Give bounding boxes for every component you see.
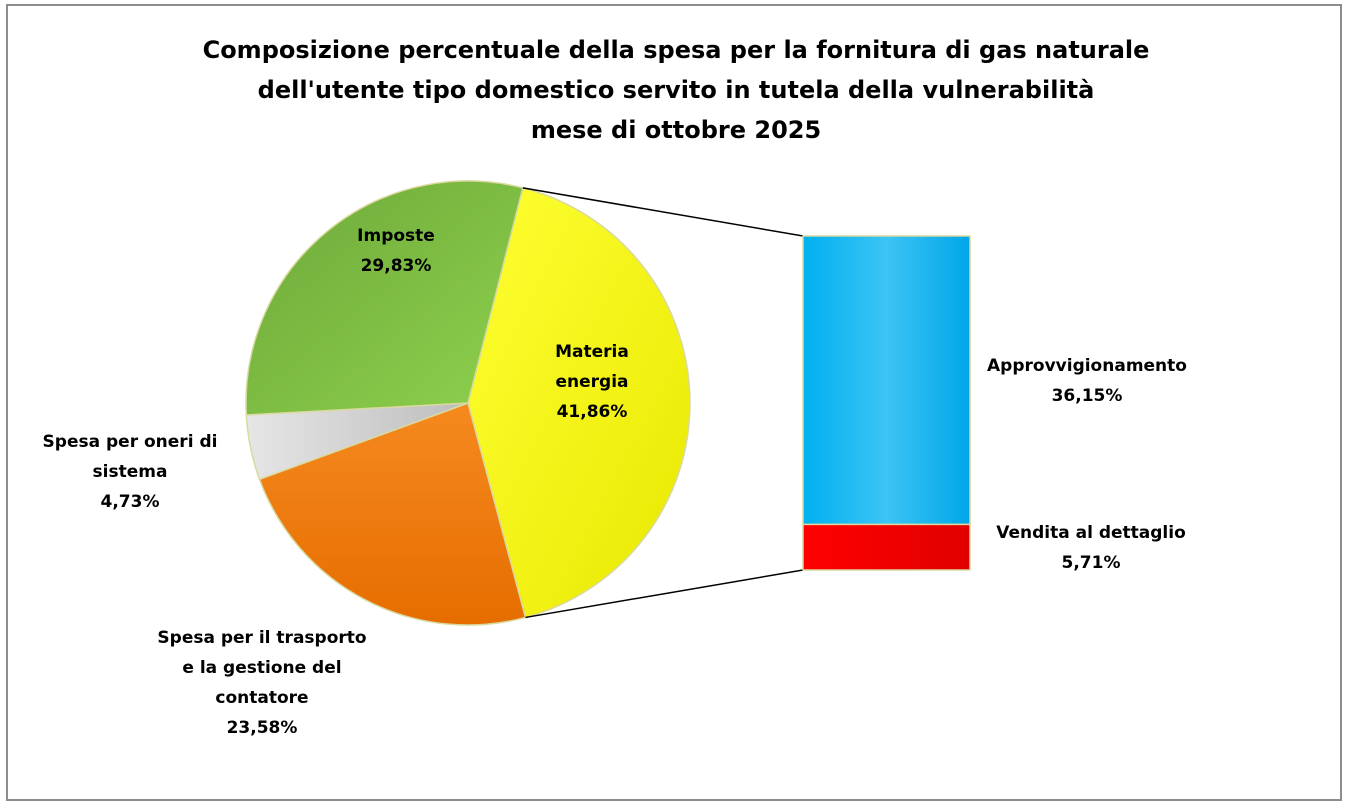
label-materia-energia: Materia energia 41,86% bbox=[555, 342, 629, 422]
label-trasporto-line: e la gestione del bbox=[182, 658, 341, 678]
label-trasporto: Spesa per il trasporto e la gestione del c… bbox=[157, 628, 366, 738]
label-vendita-dettaglio-value: 5,71% bbox=[1062, 553, 1121, 573]
chart-title: Composizione percentuale della spesa per… bbox=[0, 30, 1352, 150]
title-line-1: Composizione percentuale della spesa per… bbox=[202, 36, 1150, 64]
connector-lines bbox=[522, 187, 804, 619]
label-approvvigionamento: Approvvigionamento 36,15% bbox=[987, 356, 1187, 406]
title-line-2: dell'utente tipo domestico servito in tu… bbox=[257, 76, 1095, 104]
label-oneri-sistema-line: sistema bbox=[93, 462, 168, 482]
slice-trasporto bbox=[258, 402, 527, 626]
connector-line-bottom bbox=[525, 569, 804, 619]
data-labels: Materia energia 41,86% Spesa per il traspor… bbox=[43, 226, 1187, 738]
label-oneri-sistema-value: 4,73% bbox=[101, 492, 160, 512]
pie bbox=[245, 180, 691, 626]
bar-segment-vendita-dettaglio bbox=[802, 523, 971, 571]
label-imposte: Imposte 29,83% bbox=[357, 226, 435, 276]
label-materia-energia-value: 41,86% bbox=[557, 402, 628, 422]
label-oneri-sistema: Spesa per oneri di sistema 4,73% bbox=[43, 432, 218, 512]
label-vendita-dettaglio-line: Vendita al dettaglio bbox=[996, 523, 1186, 543]
label-imposte-value: 29,83% bbox=[361, 256, 432, 276]
label-trasporto-line: Spesa per il trasporto bbox=[157, 628, 366, 648]
label-oneri-sistema-line: Spesa per oneri di bbox=[43, 432, 218, 452]
connector-line-top bbox=[522, 187, 804, 237]
title-line-3: mese di ottobre 2025 bbox=[530, 116, 822, 144]
label-trasporto-line: contatore bbox=[215, 688, 308, 708]
breakdown-bar bbox=[802, 235, 971, 571]
label-materia-energia-line: energia bbox=[555, 372, 628, 392]
bar-segment-approvvigionamento bbox=[802, 235, 971, 526]
slice-materia-energia bbox=[467, 186, 691, 619]
label-imposte-line: Imposte bbox=[357, 226, 435, 246]
label-materia-energia-line: Materia bbox=[555, 342, 629, 362]
label-vendita-dettaglio: Vendita al dettaglio 5,71% bbox=[996, 523, 1186, 573]
label-approvvigionamento-line: Approvvigionamento bbox=[987, 356, 1187, 376]
label-approvvigionamento-value: 36,15% bbox=[1052, 386, 1123, 406]
slice-imposte bbox=[245, 180, 524, 416]
label-trasporto-value: 23,58% bbox=[227, 718, 298, 738]
